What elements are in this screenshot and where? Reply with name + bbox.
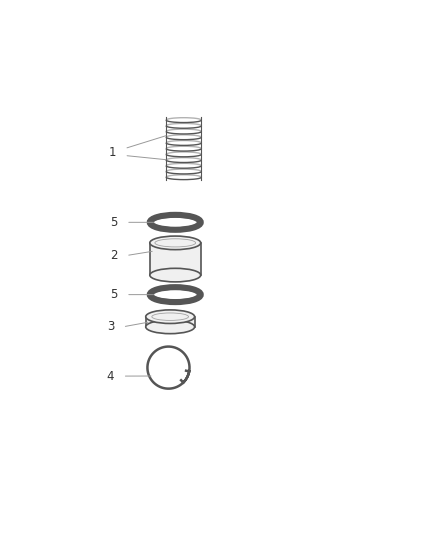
Ellipse shape xyxy=(146,310,194,324)
Ellipse shape xyxy=(152,313,188,320)
Text: 3: 3 xyxy=(107,320,114,333)
Text: 5: 5 xyxy=(110,288,117,301)
Ellipse shape xyxy=(150,236,201,249)
Text: 1: 1 xyxy=(108,146,116,158)
Text: 2: 2 xyxy=(110,249,117,262)
Polygon shape xyxy=(146,317,194,327)
Ellipse shape xyxy=(155,239,196,247)
Ellipse shape xyxy=(150,268,201,282)
Text: 4: 4 xyxy=(107,369,114,383)
Ellipse shape xyxy=(146,320,194,334)
Text: 5: 5 xyxy=(110,216,117,229)
Polygon shape xyxy=(150,243,201,275)
